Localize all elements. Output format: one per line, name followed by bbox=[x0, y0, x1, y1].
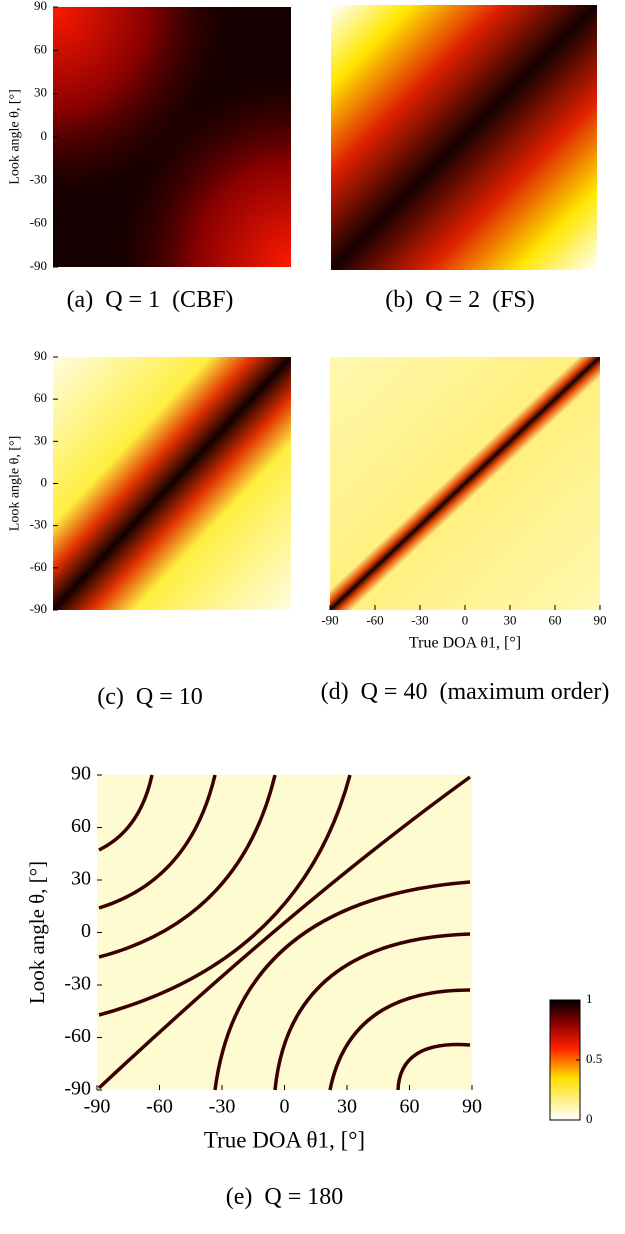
panel-caption: (a) Q = 1 (CBF) bbox=[66, 287, 234, 313]
y-tick-label: -90 bbox=[64, 1078, 91, 1100]
x-tick-label: 0 bbox=[280, 1096, 290, 1118]
x-tick-label: 60 bbox=[549, 613, 562, 628]
panel-caption: (c) Q = 10 bbox=[97, 684, 203, 710]
y-tick-label: 30 bbox=[71, 868, 91, 890]
y-tick-label: -30 bbox=[30, 171, 47, 186]
y-tick-label: 30 bbox=[34, 432, 47, 447]
y-tick-label: -90 bbox=[30, 258, 47, 273]
y-tick-label: 90 bbox=[34, 0, 47, 13]
y-tick-label: 90 bbox=[34, 348, 47, 363]
x-tick-label: 60 bbox=[400, 1096, 420, 1118]
x-tick-label: -60 bbox=[146, 1096, 173, 1118]
y-tick-label: 60 bbox=[71, 815, 91, 837]
y-tick-label: 0 bbox=[41, 474, 48, 489]
y-tick-label: 0 bbox=[41, 128, 48, 143]
x-tick-label: -30 bbox=[411, 613, 428, 628]
y-axis-label: Look angle θ, [°] bbox=[8, 89, 23, 184]
x-tick-label: 90 bbox=[594, 613, 607, 628]
x-tick-label: -30 bbox=[209, 1096, 236, 1118]
x-tick-label: -90 bbox=[321, 613, 338, 628]
y-axis-label: Look angle θ, [°] bbox=[8, 436, 23, 532]
y-tick-label: -30 bbox=[64, 973, 91, 995]
y-tick-label: 60 bbox=[34, 390, 47, 405]
panel-caption: (d) Q = 40 (maximum order) bbox=[320, 679, 610, 705]
x-axis-label: True DOA θ1, [°] bbox=[409, 634, 521, 651]
panel-caption: (e) Q = 180 bbox=[225, 1184, 344, 1210]
y-tick-label: 30 bbox=[34, 85, 47, 100]
x-tick-label: -90 bbox=[84, 1096, 111, 1118]
x-axis-label: True DOA θ1, [°] bbox=[204, 1127, 365, 1152]
panel-caption: (b) Q = 2 (FS) bbox=[385, 287, 535, 313]
x-tick-label: 90 bbox=[462, 1096, 482, 1118]
x-tick-label: 30 bbox=[337, 1096, 357, 1118]
colorbar-tick-label: 1 bbox=[586, 991, 593, 1006]
y-tick-label: 60 bbox=[34, 41, 47, 56]
y-tick-label: 90 bbox=[71, 763, 91, 785]
x-tick-label: 30 bbox=[504, 613, 517, 628]
colorbar-tick-label: 0.5 bbox=[586, 1051, 602, 1066]
x-tick-label: -60 bbox=[366, 613, 383, 628]
y-tick-label: -60 bbox=[30, 559, 47, 574]
y-tick-label: 0 bbox=[81, 920, 91, 942]
heatmap-image bbox=[53, 5, 600, 1121]
y-tick-label: -90 bbox=[30, 601, 47, 616]
x-tick-label: 0 bbox=[462, 613, 469, 628]
y-tick-label: -30 bbox=[30, 517, 47, 532]
colorbar-tick-label: 0 bbox=[586, 1111, 593, 1126]
y-axis-label: Look angle θ, [°] bbox=[25, 861, 49, 1004]
y-tick-label: -60 bbox=[30, 215, 47, 230]
y-tick-label: -60 bbox=[64, 1025, 91, 1047]
